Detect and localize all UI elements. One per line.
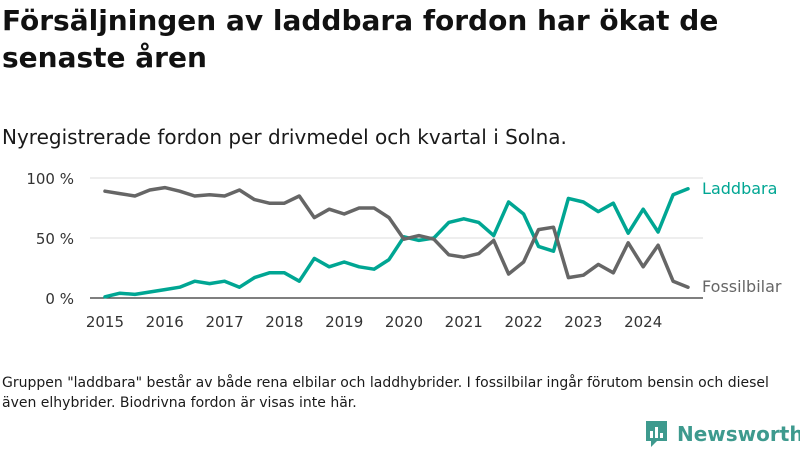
x-tick-label: 2022 [504, 313, 542, 331]
chart-subtitle: Nyregistrerade fordon per drivmedel och … [2, 125, 567, 149]
footnote: Gruppen "laddbara" består av både rena e… [2, 375, 769, 411]
x-tick-label: 2024 [624, 313, 662, 331]
brand-name: Newsworthy [677, 422, 800, 446]
y-axis-tick-labels: 0 % 50 % 100 % [26, 170, 74, 308]
newsworthy-logo-icon [646, 421, 667, 447]
series-lines [103, 185, 690, 299]
line-chart: 0 % 50 % 100 % 2015 2016 2017 2018 2019 2020 202… [26, 170, 782, 331]
x-axis-tick-labels: 2015 2016 2017 2018 2019 2020 2021 2022 2023 2024 [86, 313, 662, 331]
chart-title: Försäljningen av laddbara fordon har öka… [2, 4, 719, 74]
series-line-fossilbilar [103, 185, 690, 289]
x-tick-label: 2018 [265, 313, 303, 331]
x-tick-label: 2021 [445, 313, 483, 331]
y-tick-label: 50 % [36, 230, 74, 248]
x-tick-label: 2017 [205, 313, 243, 331]
x-tick-label: 2016 [146, 313, 184, 331]
y-tick-label: 100 % [26, 170, 74, 188]
series-label-laddbara: Laddbara [702, 179, 777, 198]
x-tick-label: 2015 [86, 313, 124, 331]
x-tick-label: 2019 [325, 313, 363, 331]
series-end-labels: Laddbara Fossilbilar [702, 179, 782, 296]
series-label-fossilbilar: Fossilbilar [702, 277, 782, 296]
series-line-laddbara [103, 187, 690, 299]
gridlines [90, 177, 703, 299]
x-tick-label: 2020 [385, 313, 423, 331]
x-tick-label: 2023 [564, 313, 602, 331]
y-tick-label: 0 % [45, 290, 74, 308]
brand-logo: Newsworthy [644, 419, 800, 449]
